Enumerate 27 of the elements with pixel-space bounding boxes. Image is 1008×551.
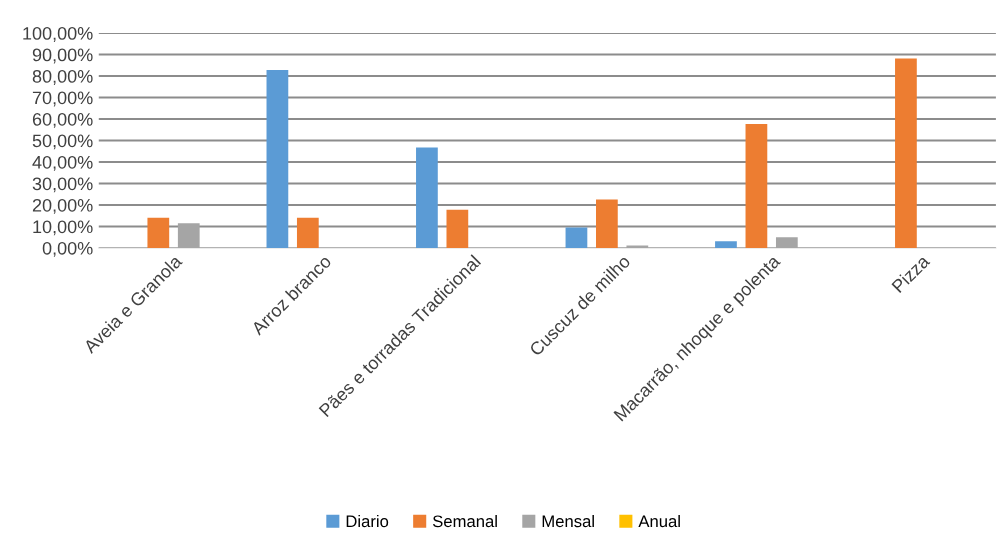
bar xyxy=(177,223,200,248)
bar xyxy=(147,217,170,248)
bar xyxy=(715,241,737,248)
y-tick-label: 50,00% xyxy=(32,134,93,150)
y-tick-label: 20,00% xyxy=(32,198,93,214)
y-tick-label: 70,00% xyxy=(32,91,93,107)
y-tick-label: 90,00% xyxy=(32,48,93,64)
bar xyxy=(416,147,438,248)
bar xyxy=(296,217,319,248)
bar xyxy=(266,70,289,248)
bar xyxy=(446,209,469,248)
bar xyxy=(775,237,798,248)
bar xyxy=(745,123,768,248)
legend-label: Anual xyxy=(638,514,680,528)
y-tick-label: 40,00% xyxy=(32,155,93,171)
y-tick-label: 30,00% xyxy=(32,177,93,193)
y-tick-label: 0,00% xyxy=(42,241,93,257)
y-tick-label: 60,00% xyxy=(32,112,93,128)
bar xyxy=(565,227,588,248)
legend-label: Diario xyxy=(346,514,389,528)
legend-label: Semanal xyxy=(432,514,497,528)
bar xyxy=(596,199,618,248)
y-tick-label: 10,00% xyxy=(33,220,93,236)
y-tick-label: 100,00% xyxy=(23,26,93,42)
bar xyxy=(895,58,917,248)
y-tick-label: 80,00% xyxy=(32,69,93,85)
legend-label: Mensal xyxy=(542,514,594,528)
